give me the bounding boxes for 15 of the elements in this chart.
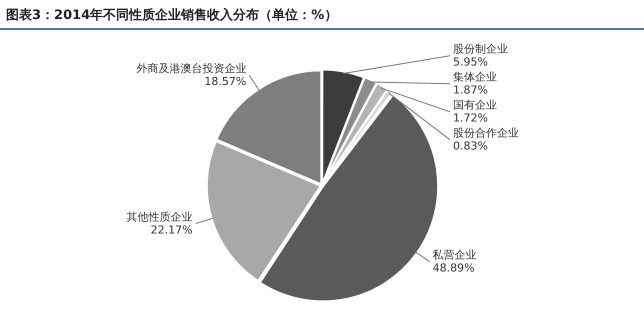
chart-title: 图表3：2014年不同性质企业销售收入分布（单位：%） — [6, 6, 338, 24]
slice-label: 国有企业 — [453, 98, 497, 112]
data-label: 48.89% — [432, 262, 475, 275]
data-label: 1.72% — [453, 112, 488, 125]
slice-label: 股份合作企业 — [453, 126, 519, 140]
data-label: 18.57% — [204, 75, 246, 88]
slice-label: 私营企业 — [432, 248, 477, 262]
data-label: 1.87% — [453, 84, 488, 97]
slice-label: 其他性质企业 — [126, 210, 193, 224]
data-label: 22.17% — [150, 223, 193, 236]
data-label: 5.95% — [453, 56, 488, 69]
slice-label: 股份制企业 — [453, 42, 508, 56]
slice-label: 外商及港澳台投资企业 — [136, 62, 246, 76]
data-label: 0.83% — [453, 140, 488, 153]
slice-label: 集体企业 — [453, 70, 497, 84]
